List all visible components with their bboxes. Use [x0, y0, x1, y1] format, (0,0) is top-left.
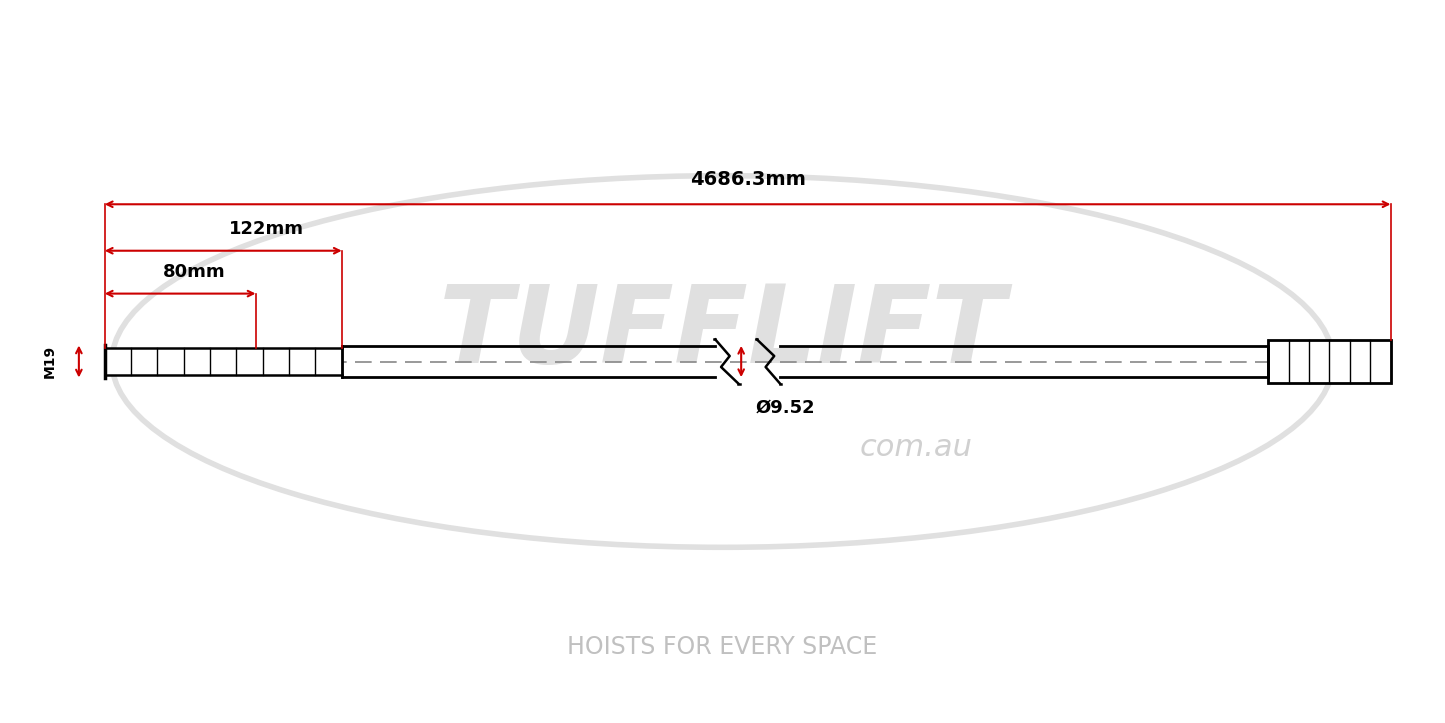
Text: 122mm: 122mm	[228, 220, 303, 238]
Bar	[104, 348, 342, 375]
Text: M19: M19	[43, 345, 58, 378]
Bar	[1269, 341, 1390, 382]
Text: 80mm: 80mm	[163, 262, 225, 281]
Text: HOISTS FOR EVERY SPACE: HOISTS FOR EVERY SPACE	[568, 636, 877, 659]
Text: TUFFLIFT: TUFFLIFT	[439, 280, 1006, 386]
Text: Ø9.52: Ø9.52	[756, 398, 815, 416]
Text: com.au: com.au	[860, 433, 972, 462]
Text: 4686.3mm: 4686.3mm	[689, 170, 805, 189]
